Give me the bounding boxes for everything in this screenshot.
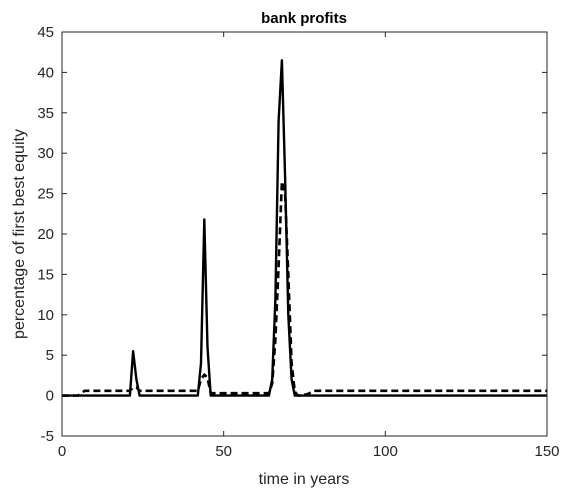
y-tick-label: 45 [37, 24, 54, 41]
x-tick-label: 150 [534, 443, 559, 460]
x-tick-label: 0 [58, 443, 66, 460]
plot-background [62, 32, 547, 436]
x-axis-label: time in years [259, 471, 350, 488]
x-tick-label: 100 [373, 443, 398, 460]
y-tick-label: 20 [37, 226, 54, 243]
y-tick-label: 35 [37, 105, 54, 122]
plot-frame [61, 31, 548, 437]
y-tick-label: 25 [37, 186, 54, 203]
y-tick-label: 0 [46, 388, 54, 405]
y-axis-label: percentage of first best equity [11, 129, 28, 339]
chart-title: bank profits [261, 10, 347, 27]
y-tick-label: 15 [37, 266, 54, 283]
x-tick-label: 50 [215, 443, 232, 460]
series-line-solid [62, 59, 547, 397]
y-tick-label: 5 [46, 347, 54, 364]
y-tick-label: 30 [37, 145, 54, 162]
y-tick-label: 40 [37, 64, 54, 81]
y-tick-label: -5 [41, 428, 54, 445]
y-tick-label: 10 [37, 307, 54, 324]
series-line-dashed [62, 180, 547, 397]
